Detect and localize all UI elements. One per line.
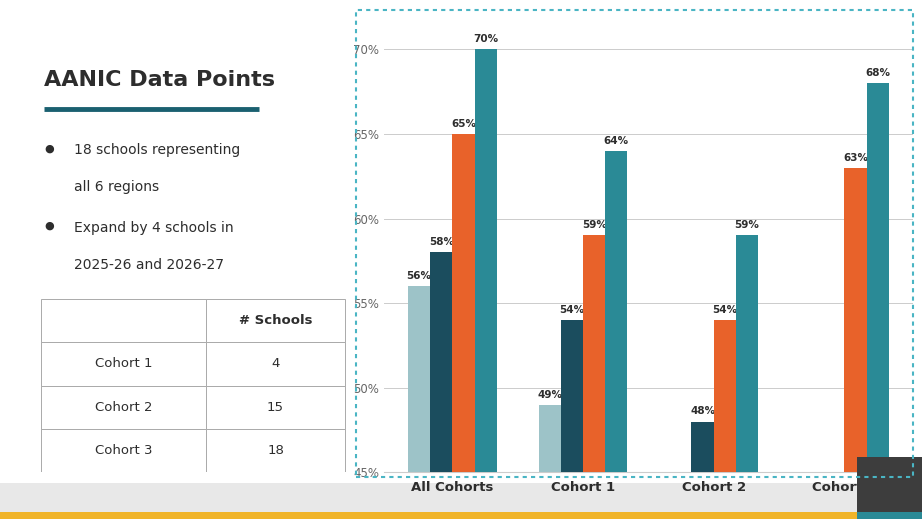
Text: 4: 4 <box>271 357 279 371</box>
Bar <box>692 421 714 519</box>
Bar <box>475 49 497 519</box>
Bar <box>453 134 475 519</box>
Text: all 6 regions: all 6 regions <box>74 180 160 194</box>
Text: Expand by 4 schools in: Expand by 4 schools in <box>74 221 233 235</box>
FancyBboxPatch shape <box>41 299 207 342</box>
Bar <box>561 320 583 519</box>
Text: 70%: 70% <box>473 34 498 44</box>
Text: 15: 15 <box>267 401 284 414</box>
Text: 49%: 49% <box>538 390 562 400</box>
Text: 54%: 54% <box>712 305 738 315</box>
Text: 65%: 65% <box>451 119 476 129</box>
Bar <box>867 83 889 519</box>
Text: Cohort 1: Cohort 1 <box>95 357 152 371</box>
Text: 2025-26 and 2026-27: 2025-26 and 2026-27 <box>74 257 224 271</box>
Text: 54%: 54% <box>560 305 585 315</box>
FancyBboxPatch shape <box>207 386 345 429</box>
Text: 18 schools representing: 18 schools representing <box>74 143 241 157</box>
Bar <box>431 252 453 519</box>
Text: 63%: 63% <box>843 153 868 163</box>
FancyBboxPatch shape <box>41 342 207 386</box>
FancyBboxPatch shape <box>207 342 345 386</box>
Text: # Schools: # Schools <box>239 314 313 327</box>
Bar <box>583 236 605 519</box>
Text: 48%: 48% <box>690 406 715 416</box>
Text: 59%: 59% <box>735 221 760 230</box>
Bar <box>736 236 758 519</box>
Text: 56%: 56% <box>407 271 431 281</box>
Text: 18: 18 <box>267 444 284 457</box>
FancyBboxPatch shape <box>207 429 345 472</box>
Bar <box>605 151 628 519</box>
Text: 58%: 58% <box>429 237 454 248</box>
Bar <box>538 405 561 519</box>
Text: 59%: 59% <box>582 221 607 230</box>
Bar <box>408 286 431 519</box>
Text: Cohort 3: Cohort 3 <box>95 444 152 457</box>
Text: AANIC Data Points: AANIC Data Points <box>44 71 275 90</box>
FancyBboxPatch shape <box>41 386 207 429</box>
FancyBboxPatch shape <box>41 429 207 472</box>
Text: 64%: 64% <box>604 136 629 146</box>
FancyBboxPatch shape <box>207 299 345 342</box>
Bar <box>714 320 736 519</box>
Text: 68%: 68% <box>865 68 890 78</box>
Text: ●: ● <box>44 143 53 154</box>
Bar <box>845 168 867 519</box>
Text: Cohort 2: Cohort 2 <box>95 401 152 414</box>
Text: 4: 4 <box>884 478 895 493</box>
Text: ●: ● <box>44 221 53 231</box>
